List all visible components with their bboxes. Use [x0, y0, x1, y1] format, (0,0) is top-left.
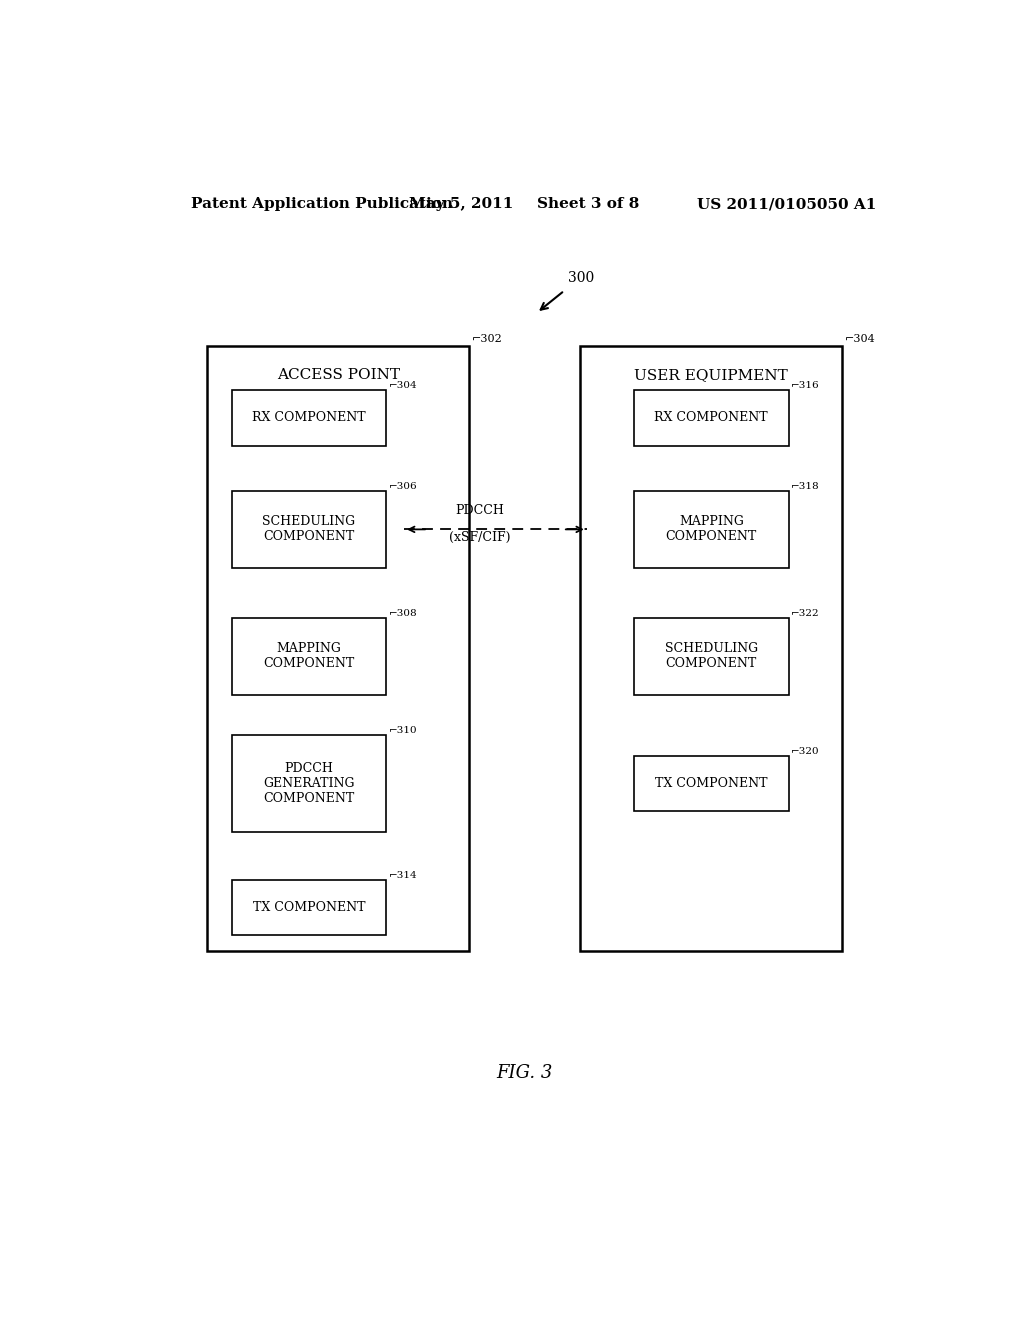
Bar [634, 755, 788, 812]
Bar [231, 491, 386, 568]
Text: May 5, 2011: May 5, 2011 [410, 197, 513, 211]
Text: 300: 300 [568, 272, 595, 285]
Text: ACCESS POINT: ACCESS POINT [276, 368, 399, 381]
Bar [207, 346, 469, 952]
Text: ⌐304: ⌐304 [389, 380, 418, 389]
Bar [231, 389, 386, 446]
Text: ⌐302: ⌐302 [472, 334, 503, 345]
Text: US 2011/0105050 A1: US 2011/0105050 A1 [697, 197, 877, 211]
Text: ⌐314: ⌐314 [389, 870, 418, 879]
Text: MAPPING
COMPONENT: MAPPING COMPONENT [666, 515, 757, 544]
Bar [634, 618, 788, 694]
Text: RX COMPONENT: RX COMPONENT [252, 411, 366, 424]
Text: SCHEDULING
COMPONENT: SCHEDULING COMPONENT [665, 643, 758, 671]
Text: PDCCH
GENERATING
COMPONENT: PDCCH GENERATING COMPONENT [263, 762, 354, 805]
Text: ⌐316: ⌐316 [792, 380, 819, 389]
Bar [231, 879, 386, 936]
Text: PDCCH: PDCCH [455, 504, 504, 517]
Bar [634, 389, 788, 446]
Bar [231, 618, 386, 694]
Text: SCHEDULING
COMPONENT: SCHEDULING COMPONENT [262, 515, 355, 544]
Text: (xSF/CIF): (xSF/CIF) [449, 532, 510, 544]
Text: TX COMPONENT: TX COMPONENT [253, 902, 366, 913]
Text: RX COMPONENT: RX COMPONENT [654, 411, 768, 424]
Text: ⌐310: ⌐310 [389, 726, 418, 735]
Text: TX COMPONENT: TX COMPONENT [655, 777, 768, 789]
Bar [634, 491, 788, 568]
Text: ⌐322: ⌐322 [792, 610, 819, 618]
Text: MAPPING
COMPONENT: MAPPING COMPONENT [263, 643, 354, 671]
Text: ⌐320: ⌐320 [792, 747, 819, 755]
Bar [231, 735, 386, 832]
Text: FIG. 3: FIG. 3 [497, 1064, 553, 1082]
Text: Sheet 3 of 8: Sheet 3 of 8 [538, 197, 639, 211]
Text: USER EQUIPMENT: USER EQUIPMENT [635, 368, 788, 381]
Bar [581, 346, 842, 952]
Text: ⌐318: ⌐318 [792, 482, 819, 491]
Text: ⌐308: ⌐308 [389, 610, 418, 618]
Text: Patent Application Publication: Patent Application Publication [191, 197, 454, 211]
Text: ⌐306: ⌐306 [389, 482, 418, 491]
Text: ⌐304: ⌐304 [845, 334, 876, 345]
